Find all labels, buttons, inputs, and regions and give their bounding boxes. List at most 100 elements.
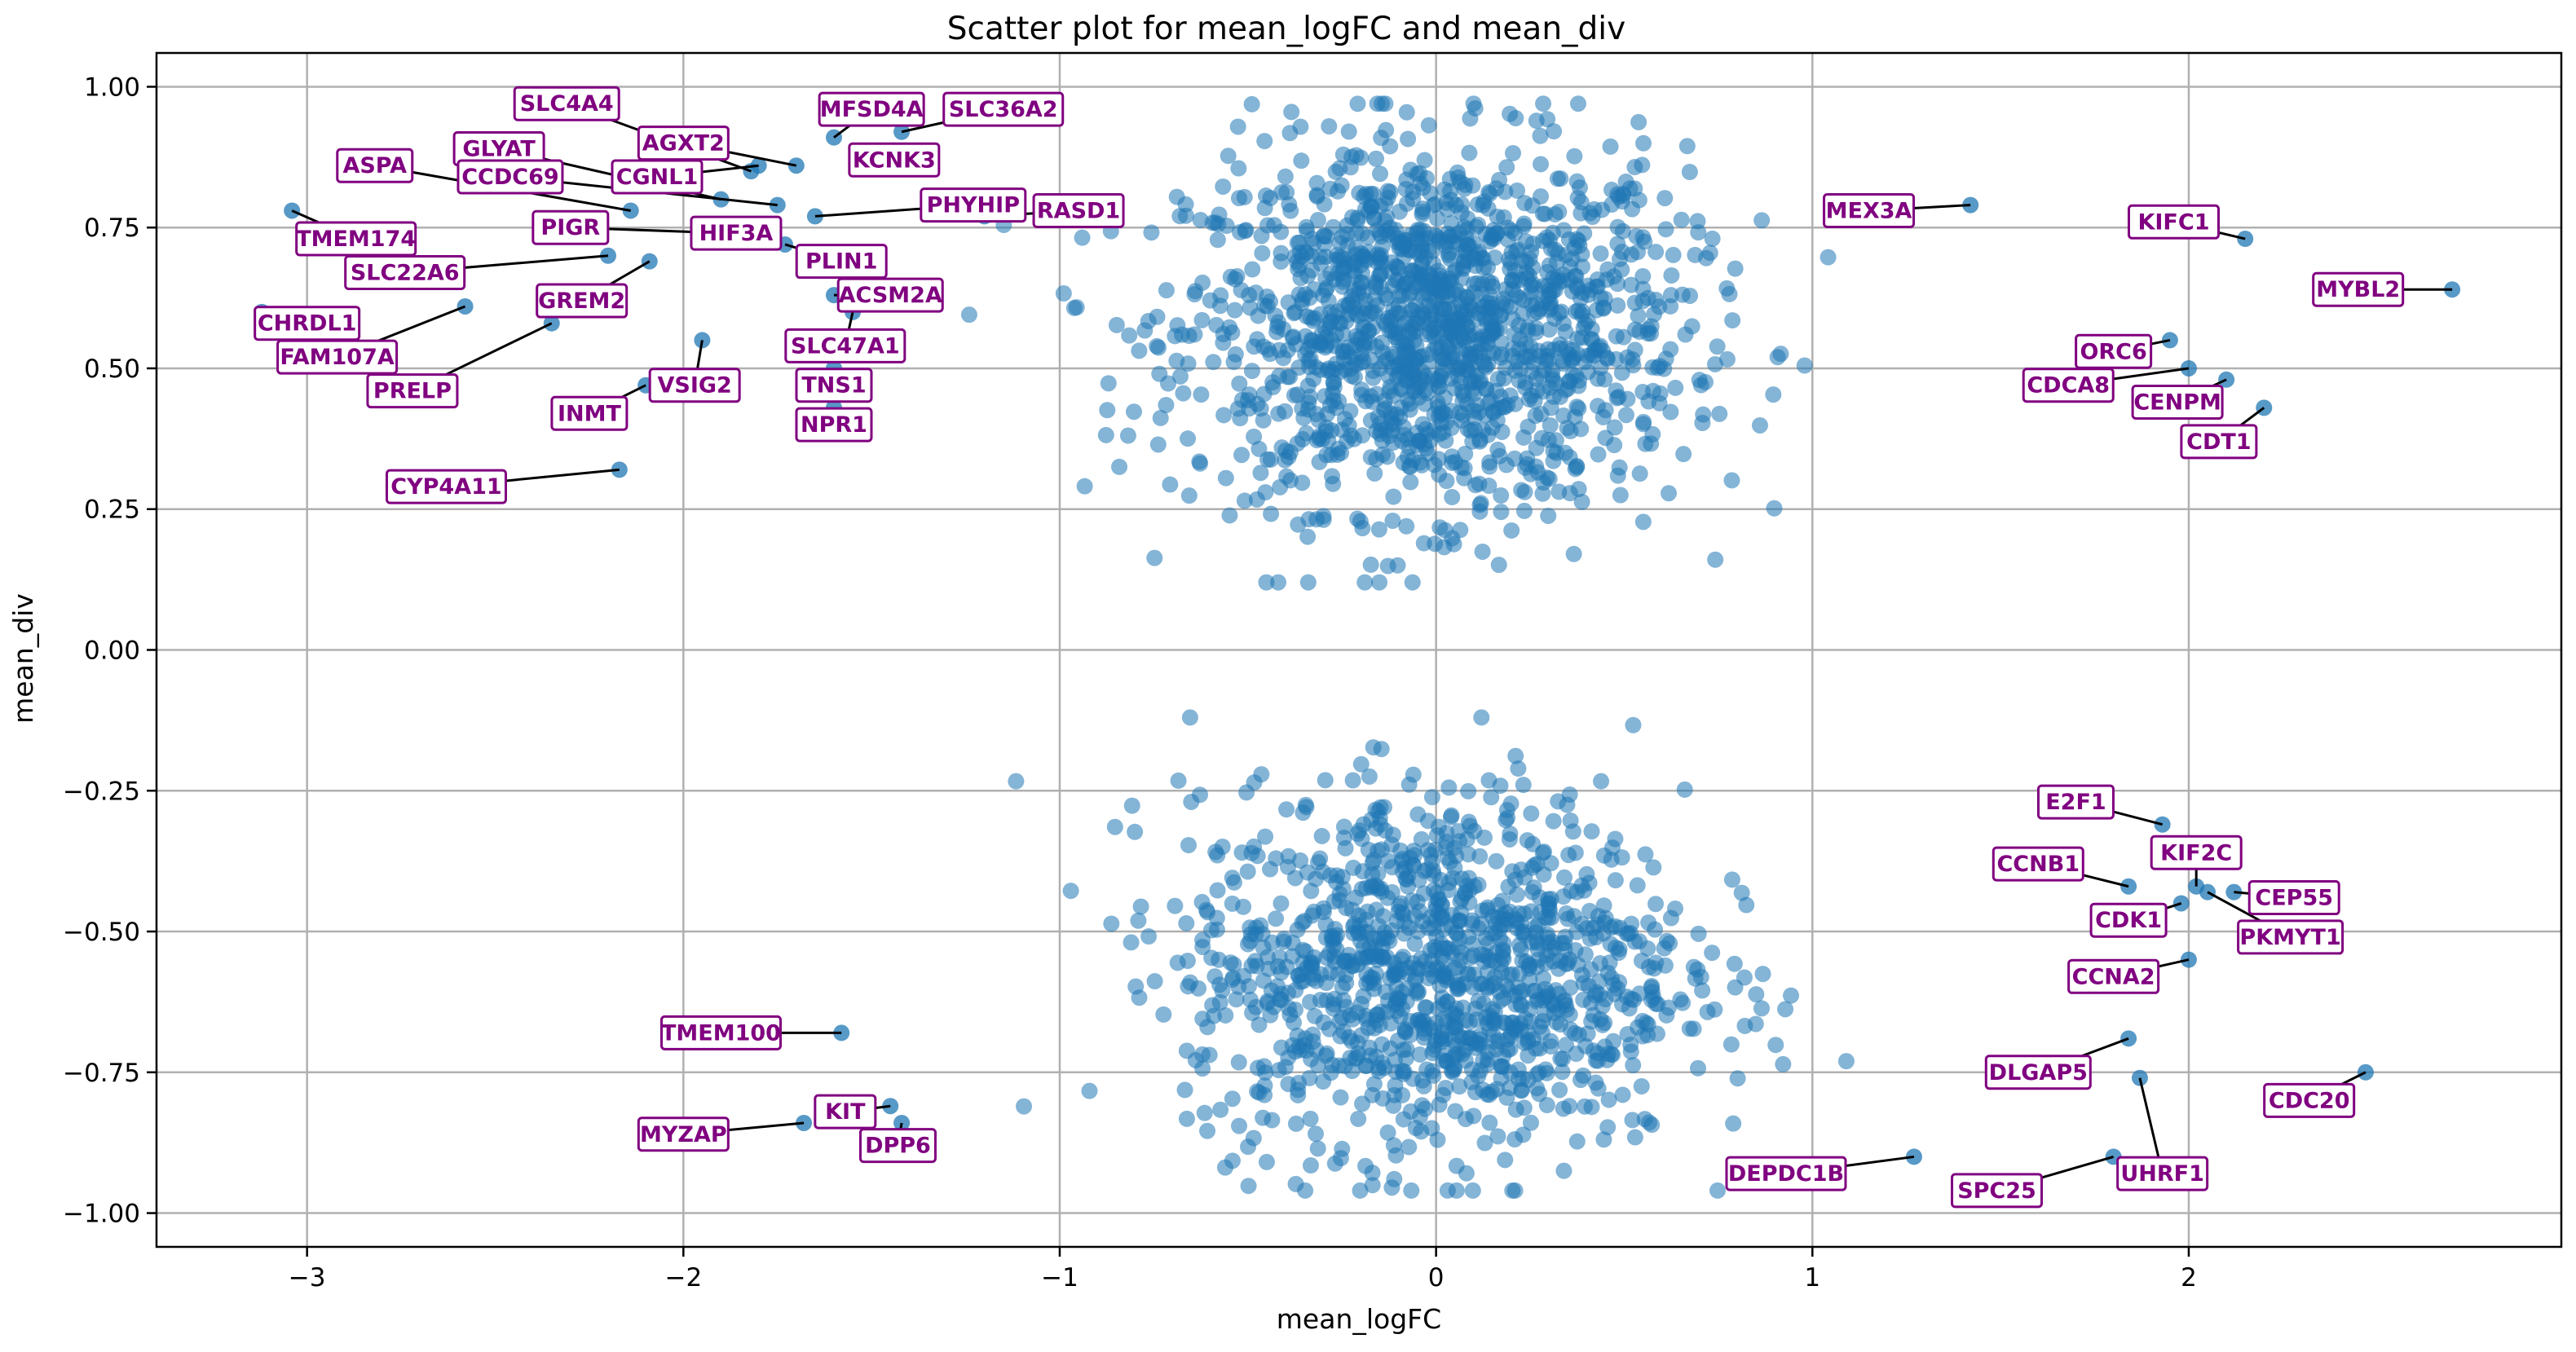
data-point [1370, 803, 1387, 820]
data-point [1199, 904, 1216, 921]
data-point [1215, 178, 1232, 195]
data-point [1168, 188, 1185, 205]
data-point [1493, 907, 1511, 924]
data-point [1568, 267, 1585, 284]
data-point [1308, 174, 1325, 192]
data-point [1470, 993, 1487, 1010]
data-point [1100, 375, 1117, 392]
gene-label: VSIG2 [658, 373, 732, 399]
data-point [1452, 893, 1469, 910]
data-point [1317, 281, 1334, 298]
data-point [1418, 385, 1436, 402]
points-layer [254, 95, 2461, 1199]
data-point [1704, 945, 1721, 962]
gene-label: ACSM2A [839, 283, 942, 308]
data-point [1462, 949, 1479, 967]
data-point [1229, 118, 1246, 135]
data-point [1399, 231, 1416, 249]
data-point [1515, 218, 1533, 235]
data-point [1097, 426, 1114, 443]
gene-label-box [513, 86, 620, 121]
data-point [1240, 978, 1257, 995]
data-point [1524, 275, 1542, 293]
data-point [1215, 407, 1233, 424]
gene-label: SLC22A6 [351, 261, 460, 286]
data-point [1474, 275, 1491, 293]
data-point [1121, 327, 1138, 344]
data-point [1754, 966, 1771, 983]
data-point [1314, 863, 1331, 880]
data-point [1613, 849, 1630, 866]
data-point [1631, 465, 1648, 482]
data-point [1171, 368, 1189, 385]
data-point [1352, 274, 1370, 291]
data-point [1542, 231, 1559, 249]
data-point [1387, 272, 1405, 289]
gene-label: CDT1 [2186, 429, 2251, 455]
data-point [1444, 454, 1461, 471]
data-point [1230, 160, 1247, 177]
data-point [1753, 212, 1771, 229]
gene-label: CYP4A11 [390, 474, 501, 500]
gene-label: SLC4A4 [520, 91, 614, 117]
data-point [1382, 1040, 1399, 1057]
data-point [1180, 837, 1198, 854]
data-point [1275, 931, 1292, 948]
y-tick-label: 0.25 [84, 495, 140, 525]
data-point [1312, 255, 1330, 272]
data-point [1313, 827, 1330, 844]
data-point [1645, 989, 1662, 1006]
data-point [1518, 953, 1535, 970]
data-point [1287, 1115, 1304, 1132]
data-point [1270, 1062, 1287, 1079]
data-point [1551, 340, 1568, 357]
data-point [1246, 838, 1263, 855]
data-point [1146, 549, 1163, 566]
data-point [1273, 223, 1290, 240]
data-point [1570, 232, 1587, 249]
data-point [1663, 266, 1680, 284]
data-point [1562, 1021, 1579, 1038]
data-point [1389, 260, 1406, 277]
data-point [1259, 341, 1277, 358]
data-point [1548, 1014, 1565, 1031]
data-point [1637, 846, 1654, 863]
data-point [1352, 1182, 1369, 1199]
data-point [1279, 341, 1296, 359]
data-point [1504, 1182, 1521, 1199]
data-point [1420, 970, 1437, 987]
data-point [1656, 190, 1674, 207]
data-point [1533, 188, 1550, 205]
data-point [1690, 925, 1707, 942]
data-point [1630, 113, 1647, 130]
data-point [1502, 261, 1519, 278]
data-point [1379, 557, 1396, 575]
data-point [1541, 257, 1558, 274]
data-point [1243, 363, 1260, 380]
data-point [1180, 430, 1197, 447]
data-point [1555, 407, 1572, 425]
data-point [1546, 388, 1563, 405]
data-point [1217, 469, 1234, 487]
data-point [1108, 316, 1125, 333]
data-point [1607, 872, 1624, 889]
data-point [1377, 286, 1394, 303]
data-point [1295, 804, 1312, 821]
data-point [1694, 414, 1711, 431]
gene-label: PHYHIP [927, 193, 1020, 218]
data-point [1506, 395, 1524, 412]
data-point [1325, 218, 1342, 236]
gene-label: CCNB1 [1996, 852, 2080, 877]
data-point [1542, 1033, 1559, 1050]
data-point [1331, 892, 1348, 909]
data-point [1451, 236, 1468, 253]
data-point [1566, 148, 1583, 165]
data-point [1656, 940, 1673, 957]
data-point [1273, 895, 1290, 912]
data-point [1354, 950, 1371, 967]
gene-label-box [848, 142, 941, 178]
data-point [1497, 1152, 1514, 1169]
data-point [1151, 365, 1168, 382]
y-tick-label: 0.50 [84, 355, 140, 384]
gene-label: SLC47A1 [791, 333, 900, 359]
